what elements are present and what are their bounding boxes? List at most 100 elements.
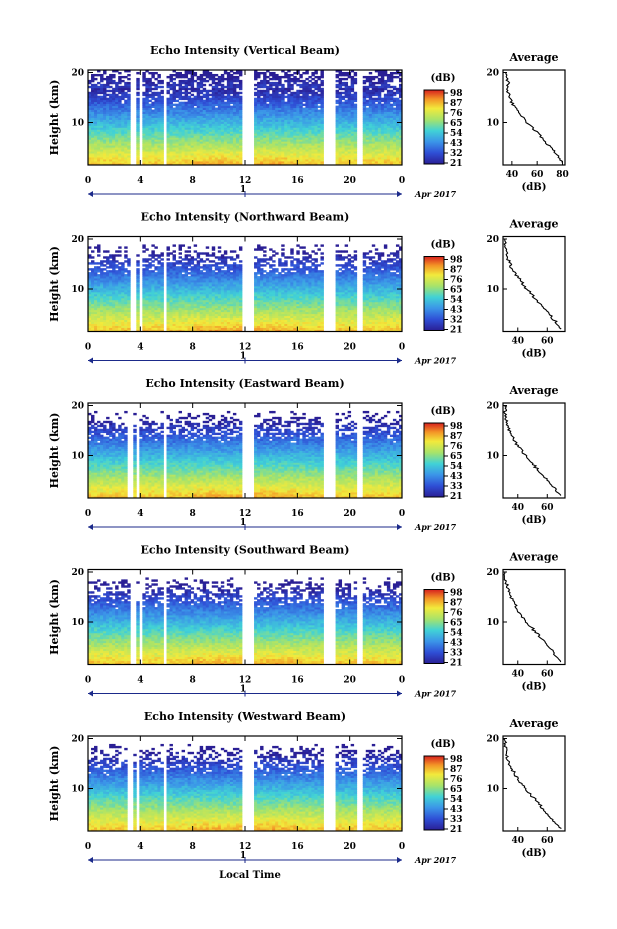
date-label: Apr 2017 [414, 189, 457, 199]
heatmap-cell [218, 88, 221, 90]
heatmap-cell [260, 90, 263, 92]
heatmap-cell [160, 258, 163, 260]
heatmap-cell [182, 96, 185, 98]
heatmap-cell [106, 250, 109, 252]
heatmap-cell [209, 72, 212, 74]
heatmap-cell [266, 104, 269, 106]
heatmap-cell [176, 90, 179, 92]
profile-y-tick-label: 10 [486, 119, 499, 129]
heatmap-cell [384, 94, 387, 96]
heatmap-cell [167, 76, 170, 78]
heatmap-cell [209, 94, 212, 96]
heatmap-cell [314, 80, 317, 82]
heatmap-cell [302, 108, 305, 110]
heatmap-cell [112, 80, 115, 82]
heatmap-cell [375, 98, 378, 100]
heatmap-cell [342, 88, 345, 90]
heatmap-cell [182, 262, 185, 264]
heatmap-cell [115, 250, 118, 252]
heatmap-cell [136, 92, 139, 94]
heatmap-cell [167, 82, 170, 84]
heatmap-cell [305, 82, 308, 84]
heatmap-cell [167, 98, 170, 100]
heatmap-cell [387, 74, 390, 76]
heatmap-cell [375, 86, 378, 88]
heatmap-cell [194, 80, 197, 82]
heatmap-cell [94, 266, 97, 268]
heatmap-cell [121, 86, 124, 88]
heatmap-cell [224, 78, 227, 80]
heatmap-cell [176, 72, 179, 74]
heatmap-cell [185, 80, 188, 82]
heatmap-cell [296, 90, 299, 92]
heatmap-cell [336, 90, 339, 92]
x-tick-label: 0 [399, 176, 405, 186]
heatmap-cell [160, 262, 163, 264]
colorbar-label: (dB) [431, 73, 456, 84]
colorbar-tick-label: 76 [450, 109, 463, 119]
heatmap-cell [118, 266, 121, 268]
heatmap-cell [369, 72, 372, 74]
heatmap-cell [236, 84, 239, 86]
heatmap-cell [239, 96, 242, 98]
colorbar-tick-label: 65 [450, 119, 463, 129]
heatmap-cell [157, 266, 160, 268]
heatmap-cell [151, 110, 154, 112]
heatmap-cell [118, 262, 121, 264]
heatmap-cell [366, 100, 369, 102]
heatmap-cell [145, 258, 148, 260]
heatmap-cell [94, 78, 97, 80]
heatmap-cell [263, 72, 266, 74]
x-tick-label: 20 [343, 176, 356, 186]
heatmap-cell [290, 78, 293, 80]
heatmap-cell [293, 76, 296, 78]
heatmap-cell [393, 72, 396, 74]
heatmap-cell [266, 80, 269, 82]
heatmap-cell [170, 74, 173, 76]
heatmap-cell [317, 84, 320, 86]
heatmap-cell [272, 72, 275, 74]
heatmap-cell [148, 262, 151, 264]
heatmap-cell [345, 100, 348, 102]
heatmap-cell [97, 86, 100, 88]
heatmap-cell [227, 72, 230, 74]
heatmap-cell [293, 92, 296, 94]
heatmap-cell [160, 96, 163, 98]
heatmap-cell [103, 264, 106, 266]
heatmap-cell [176, 266, 179, 268]
heatmap-cell [296, 84, 299, 86]
heatmap-cell [106, 90, 109, 92]
heatmap-cell [176, 260, 179, 262]
heatmap-cell [151, 102, 154, 104]
heatmap-cell [106, 76, 109, 78]
heatmap-cell [115, 260, 118, 262]
heatmap-cell [393, 98, 396, 100]
heatmap-cell [154, 246, 157, 248]
heatmap-cell [176, 84, 179, 86]
heatmap-cell [351, 94, 354, 96]
heatmap-cell [109, 270, 112, 272]
heatmap-cell [200, 90, 203, 92]
heatmap-cell [154, 266, 157, 268]
heatmap-cell [191, 98, 194, 100]
heatmap-cell [272, 82, 275, 84]
heatmap-cell [387, 84, 390, 86]
heatmap-cell [148, 94, 151, 96]
heatmap-cell [339, 92, 342, 94]
heatmap-cell [233, 72, 236, 74]
heatmap-cell [311, 78, 314, 80]
heatmap-cell [142, 244, 145, 246]
heatmap-cell [127, 270, 130, 272]
heatmap-cell [151, 260, 154, 262]
heatmap-cell [136, 78, 139, 80]
heatmap-cell [191, 94, 194, 96]
heatmap-cell [173, 250, 176, 252]
heatmap-cell [148, 254, 151, 256]
heatmap-cell [160, 86, 163, 88]
heatmap-cell [91, 74, 94, 76]
heatmap-cell [275, 74, 278, 76]
date-bar-left-arrow [88, 191, 93, 197]
heatmap-cell [257, 72, 260, 74]
heatmap-cell [308, 84, 311, 86]
heatmap-cell [182, 274, 185, 276]
